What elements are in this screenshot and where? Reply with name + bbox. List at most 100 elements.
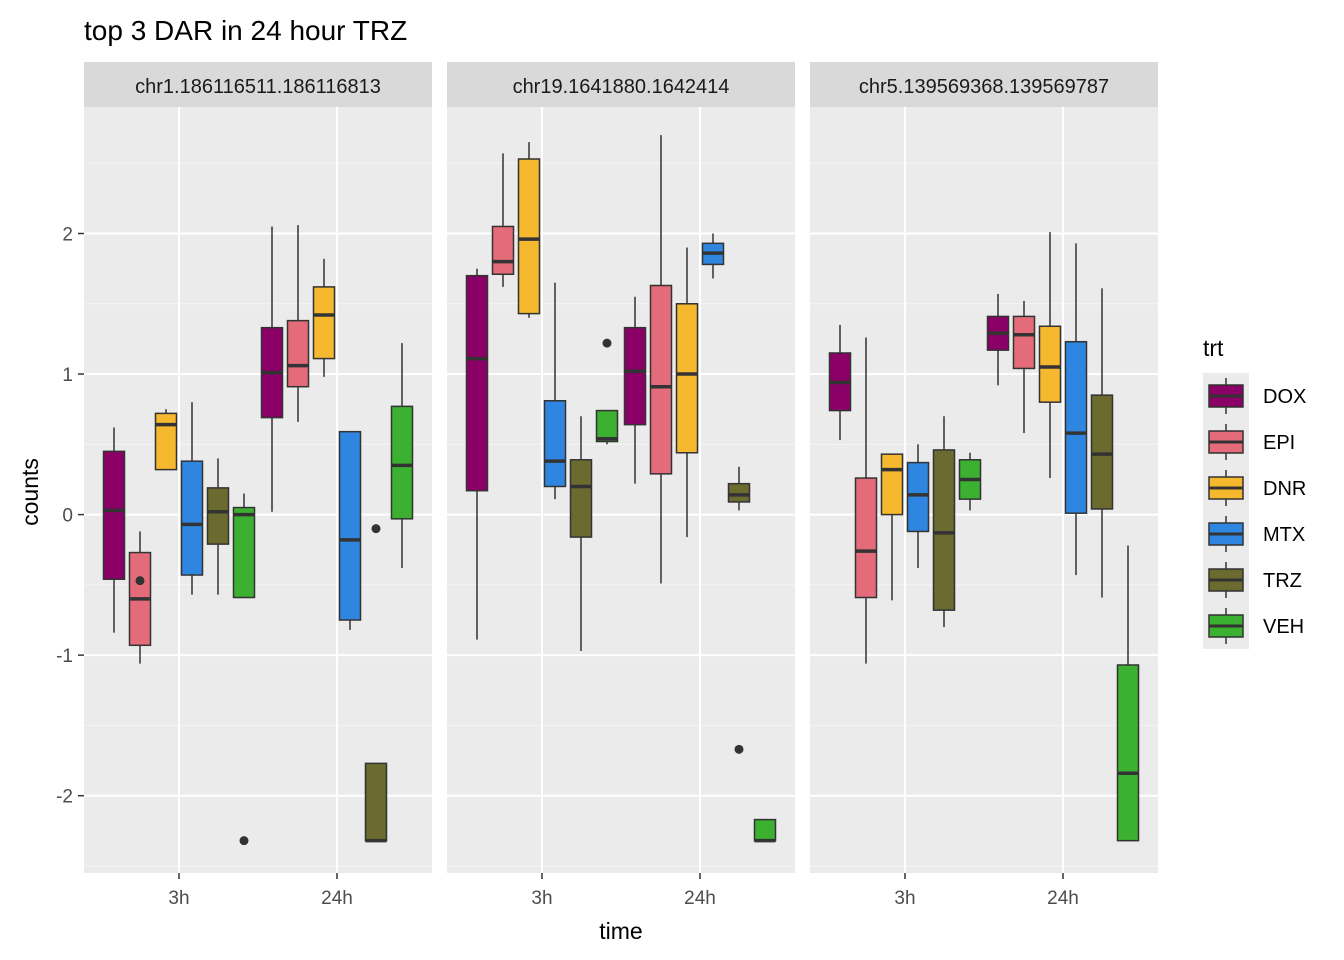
box-mtx-3h — [543, 282, 567, 500]
legend-label: DOX — [1263, 386, 1306, 408]
box-body — [102, 450, 126, 580]
box-mtx-3h — [180, 402, 204, 595]
facet-panel: chr5.139569368.139569787 3h 24h — [810, 62, 1158, 909]
outlier-point — [239, 836, 249, 846]
facet-strip — [84, 62, 432, 107]
box-dnr-3h — [517, 142, 541, 318]
outlier-point — [734, 744, 744, 754]
outlier-point — [602, 338, 612, 348]
box-epi-3h — [491, 153, 515, 287]
facet-strip — [810, 62, 1158, 107]
legend-label: VEH — [1263, 616, 1304, 638]
box-veh-3h — [958, 452, 982, 511]
box-epi-3h — [854, 337, 878, 664]
facet-panel: chr1.186116511.186116813 3h 24h — [84, 62, 432, 909]
box-dox-3h — [828, 324, 852, 441]
x-tick-label: 3h — [531, 888, 552, 909]
x-tick-label: 24h — [684, 888, 716, 909]
legend-label: TRZ — [1263, 570, 1302, 592]
box-mtx-24h — [338, 430, 362, 630]
y-tick-label: 1 — [62, 365, 73, 386]
box-trz-24h — [364, 524, 388, 843]
box-body — [517, 158, 541, 315]
y-axis-title: counts — [17, 458, 43, 526]
outlier-point — [371, 524, 381, 534]
box-body — [286, 319, 310, 388]
box-epi-3h — [128, 531, 152, 664]
box-dox-24h — [260, 226, 284, 512]
facet-strip-label: chr1.186116511.186116813 — [135, 76, 381, 98]
x-axis-title: time — [599, 918, 642, 944]
box-body — [543, 400, 567, 488]
box-body — [465, 274, 489, 492]
x-tick-label: 3h — [168, 888, 189, 909]
box-body — [854, 477, 878, 599]
box-veh-3h — [232, 493, 256, 846]
box-body — [623, 326, 647, 426]
box-dnr-24h — [312, 258, 336, 377]
y-tick-label: 0 — [62, 506, 73, 527]
box-body — [1038, 325, 1062, 403]
box-veh-24h — [390, 343, 414, 569]
box-trz-3h — [206, 458, 230, 595]
box-body — [727, 482, 751, 503]
box-trz-24h — [727, 466, 751, 754]
box-dnr-24h — [675, 247, 699, 538]
legend-item-dnr: DNR — [1203, 465, 1306, 511]
box-body — [675, 303, 699, 454]
box-body — [595, 409, 619, 443]
box-dox-24h — [986, 293, 1010, 386]
box-body — [1012, 315, 1036, 370]
legend-item-trz: TRZ — [1203, 557, 1302, 603]
box-body — [312, 286, 336, 360]
box-body — [154, 412, 178, 471]
legend-label: MTX — [1263, 524, 1305, 546]
box-body — [206, 487, 230, 545]
y-axis: -2 -1 0 1 2 — [56, 224, 84, 808]
box-epi-24h — [649, 135, 673, 584]
box-dnr-24h — [1038, 232, 1062, 479]
facet-panel: chr19.1641880.1642414 3h 24h — [447, 62, 795, 909]
box-dox-3h — [102, 427, 126, 633]
box-body — [906, 461, 930, 533]
box-veh-3h — [595, 338, 619, 445]
x-tick-label: 24h — [1047, 888, 1079, 909]
box-dox-3h — [465, 268, 489, 640]
box-trz-24h — [1090, 288, 1114, 598]
box-body — [932, 449, 956, 611]
box-trz-3h — [569, 416, 593, 651]
legend-label: EPI — [1263, 432, 1295, 454]
box-body — [569, 459, 593, 538]
legend-title: trt — [1203, 335, 1224, 361]
legend: trt DOX EPI DNR MTX TRZ VEH — [1203, 335, 1306, 649]
facet-strip-label: chr19.1641880.1642414 — [513, 76, 730, 98]
box-body — [338, 430, 362, 621]
box-mtx-3h — [906, 444, 930, 569]
y-tick-label: -1 — [56, 646, 73, 667]
box-body — [364, 762, 388, 842]
box-veh-24h — [753, 818, 777, 843]
legend-item-epi: EPI — [1203, 419, 1295, 465]
box-body — [880, 453, 904, 516]
box-body — [649, 284, 673, 475]
box-dox-24h — [623, 296, 647, 484]
box-body — [1116, 664, 1140, 842]
box-body — [1064, 340, 1088, 514]
panel-background — [84, 107, 432, 873]
y-tick-label: 2 — [62, 224, 73, 245]
outlier-point — [135, 576, 145, 586]
box-body — [753, 818, 777, 842]
facet-strip — [447, 62, 795, 107]
x-tick-label: 24h — [321, 888, 353, 909]
plot-title: top 3 DAR in 24 hour TRZ — [84, 15, 407, 46]
box-veh-24h — [1116, 545, 1140, 842]
box-dnr-3h — [880, 453, 904, 601]
box-body — [180, 460, 204, 576]
legend-item-mtx: MTX — [1203, 511, 1305, 557]
box-mtx-24h — [701, 233, 725, 279]
legend-item-dox: DOX — [1203, 373, 1306, 419]
facet-strip-label: chr5.139569368.139569787 — [859, 76, 1109, 98]
box-body — [1090, 394, 1114, 510]
box-epi-24h — [286, 225, 310, 422]
